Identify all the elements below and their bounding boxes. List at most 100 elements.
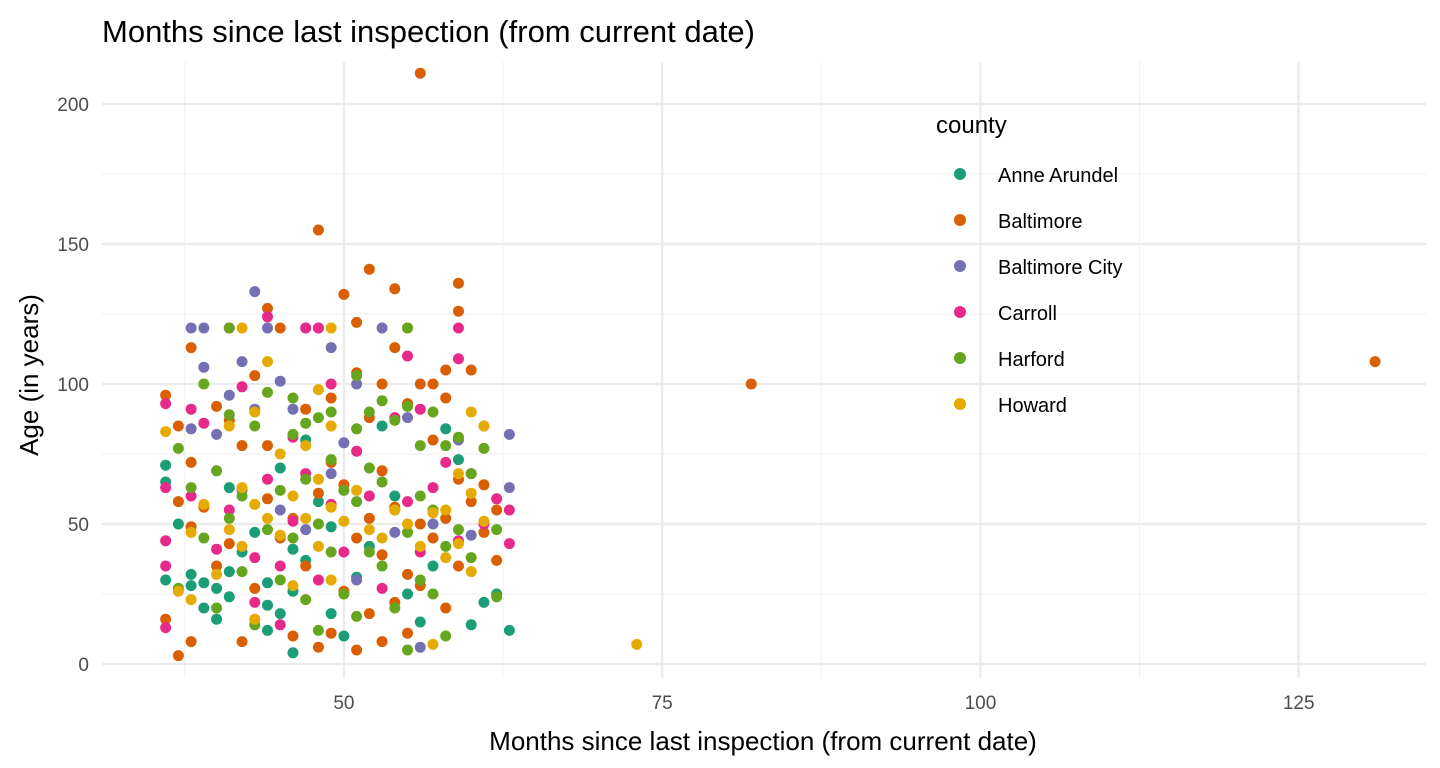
data-point	[465, 406, 477, 418]
data-point	[223, 524, 235, 536]
data-point	[160, 535, 172, 547]
data-point	[465, 619, 477, 631]
data-point	[172, 420, 184, 432]
data-point	[376, 395, 388, 407]
data-point	[236, 540, 248, 552]
data-point	[338, 288, 350, 300]
data-point	[414, 540, 426, 552]
data-point	[414, 67, 426, 79]
data-point	[249, 286, 261, 298]
data-point	[402, 496, 414, 508]
data-point	[325, 574, 337, 586]
data-point	[452, 305, 464, 317]
data-point	[185, 594, 197, 606]
data-point	[440, 440, 452, 452]
y-tick-label: 150	[57, 235, 89, 256]
data-point	[274, 448, 286, 460]
data-point	[351, 316, 363, 328]
data-point	[287, 532, 299, 544]
y-axis-title: Age (in years)	[14, 294, 44, 456]
data-point	[363, 608, 375, 620]
data-point	[363, 512, 375, 524]
data-point	[351, 496, 363, 508]
data-point	[300, 594, 312, 606]
data-point	[312, 384, 324, 396]
data-point	[414, 641, 426, 653]
data-point	[325, 627, 337, 639]
data-point	[338, 437, 350, 449]
legend-label: Harford	[998, 349, 1065, 371]
data-point	[440, 512, 452, 524]
data-point	[300, 417, 312, 429]
data-point	[185, 568, 197, 580]
data-point	[452, 277, 464, 289]
data-point	[185, 580, 197, 592]
data-point	[262, 599, 273, 611]
data-point	[452, 431, 464, 443]
data-point	[223, 389, 235, 401]
series-howard	[160, 322, 643, 650]
legend-key	[954, 168, 966, 180]
data-point	[376, 532, 388, 544]
data-point	[185, 482, 197, 494]
data-point	[223, 566, 235, 578]
data-point	[491, 493, 503, 505]
data-point	[312, 322, 324, 334]
x-tick-label: 50	[333, 693, 354, 714]
data-point	[160, 389, 172, 401]
data-point	[249, 613, 261, 625]
data-point	[465, 552, 477, 564]
data-point	[376, 636, 388, 648]
data-point	[160, 613, 172, 625]
data-point	[376, 378, 388, 390]
data-point	[427, 518, 439, 530]
gridlines	[102, 62, 1426, 678]
data-point	[325, 406, 337, 418]
data-point	[1369, 356, 1381, 368]
data-point	[325, 322, 337, 334]
data-point	[236, 322, 248, 334]
data-point	[160, 622, 172, 634]
data-point	[211, 428, 223, 440]
data-points	[160, 67, 1381, 662]
data-point	[223, 482, 235, 494]
chart-title: Months since last inspection (from curre…	[102, 14, 755, 49]
data-point	[274, 529, 286, 541]
data-point	[223, 420, 235, 432]
data-point	[211, 465, 223, 477]
data-point	[211, 400, 223, 412]
data-point	[338, 588, 350, 600]
data-point	[491, 504, 503, 516]
data-point	[185, 423, 197, 435]
data-point	[172, 442, 184, 454]
data-point	[427, 378, 439, 390]
data-point	[338, 546, 350, 558]
data-point	[363, 263, 375, 275]
data-point	[185, 342, 197, 354]
legend-label: Anne Arundel	[998, 165, 1118, 187]
data-point	[338, 484, 350, 496]
data-point	[351, 445, 363, 457]
data-point	[402, 322, 414, 334]
y-axis-tick-labels: 0 50 100 150 200	[57, 95, 89, 676]
data-point	[274, 560, 286, 572]
data-point	[185, 526, 197, 538]
data-point	[389, 602, 401, 614]
data-point	[262, 493, 273, 505]
series-anne-arundel	[160, 420, 515, 659]
data-point	[452, 538, 464, 550]
data-point	[402, 526, 414, 538]
data-point	[363, 524, 375, 536]
data-point	[452, 524, 464, 536]
data-point	[427, 406, 439, 418]
data-point	[414, 490, 426, 502]
legend: county Anne Arundel Baltimore Baltimore Ci…	[936, 112, 1122, 417]
data-point	[402, 568, 414, 580]
data-point	[325, 392, 337, 404]
data-point	[376, 560, 388, 572]
data-point	[198, 498, 210, 510]
data-point	[363, 462, 375, 474]
data-point	[389, 526, 401, 538]
data-point	[452, 322, 464, 334]
data-point	[745, 378, 757, 390]
